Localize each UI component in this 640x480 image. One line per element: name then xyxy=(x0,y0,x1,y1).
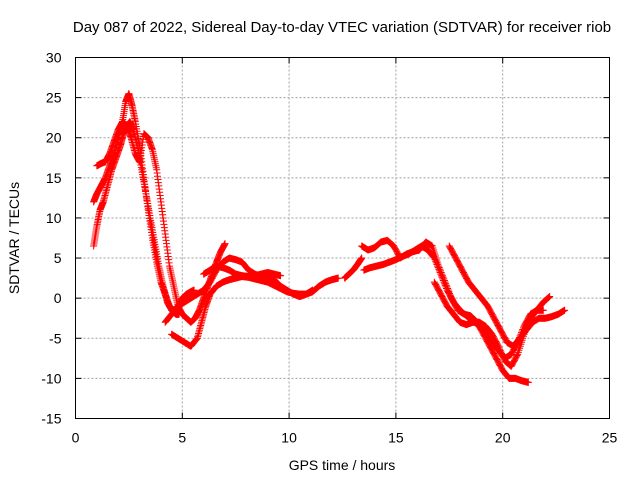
x-tick-label: 25 xyxy=(602,430,618,446)
data-point xyxy=(442,283,450,291)
plot-frame xyxy=(75,57,610,419)
data-point xyxy=(432,257,440,265)
data-point xyxy=(546,293,554,301)
x-tick-label: 20 xyxy=(495,430,511,446)
data-point xyxy=(439,277,447,285)
series-pass-7 xyxy=(341,254,366,282)
data-point xyxy=(523,324,531,332)
y-tick-label: 5 xyxy=(54,250,62,266)
data-point xyxy=(277,272,285,280)
y-tick-label: 25 xyxy=(46,90,62,106)
data-point xyxy=(432,259,440,267)
data-point xyxy=(523,322,531,330)
data-marks xyxy=(90,90,569,386)
data-point xyxy=(520,330,528,338)
data-point xyxy=(522,325,530,333)
x-tick-label: 0 xyxy=(72,430,80,446)
y-axis-ticks: -15 -10 -5 0 5 10 15 20 25 30 xyxy=(41,50,610,427)
data-point xyxy=(440,278,448,286)
y-tick-label: 10 xyxy=(46,210,62,226)
series-pass-5 xyxy=(161,254,317,326)
x-tick-label: 5 xyxy=(178,430,186,446)
x-axis-label: GPS time / hours xyxy=(289,457,396,473)
data-point xyxy=(513,352,521,360)
data-point xyxy=(441,280,449,288)
data-point xyxy=(221,240,229,248)
x-tick-label: 10 xyxy=(281,430,297,446)
data-point xyxy=(434,264,442,272)
data-point xyxy=(524,321,532,329)
x-tick-label: 15 xyxy=(388,430,404,446)
data-point xyxy=(494,342,502,350)
x-axis-ticks: 0 5 10 15 20 25 xyxy=(72,57,618,446)
y-tick-label: 30 xyxy=(46,50,62,66)
data-point xyxy=(561,306,569,314)
y-tick-label: 15 xyxy=(46,170,62,186)
data-point xyxy=(435,267,443,275)
chart-title: Day 087 of 2022, Sidereal Day-to-day VTE… xyxy=(73,19,611,36)
data-point xyxy=(334,274,342,282)
data-point xyxy=(358,254,366,262)
data-point xyxy=(499,352,507,360)
data-point xyxy=(190,286,198,294)
data-point xyxy=(544,294,552,302)
data-point xyxy=(437,270,445,278)
data-point xyxy=(498,351,506,359)
data-point xyxy=(525,317,533,325)
data-point xyxy=(431,256,439,264)
data-point xyxy=(436,268,444,276)
data-point xyxy=(496,347,504,355)
y-tick-label: -10 xyxy=(41,370,61,386)
series-pass-6 xyxy=(200,262,285,281)
data-point xyxy=(441,281,449,289)
y-tick-label: -5 xyxy=(49,330,62,346)
data-point xyxy=(433,260,441,268)
data-point xyxy=(545,293,553,301)
data-point xyxy=(496,345,504,353)
data-point xyxy=(498,350,506,358)
data-point xyxy=(439,275,447,283)
data-point xyxy=(435,265,443,273)
y-axis-label: SDTVAR / TECUs xyxy=(6,182,22,294)
data-point xyxy=(192,336,200,344)
data-point xyxy=(309,286,317,294)
data-point xyxy=(539,306,547,314)
data-point xyxy=(521,329,529,337)
data-point xyxy=(430,254,438,262)
y-tick-label: 0 xyxy=(54,290,62,306)
y-tick-label: 20 xyxy=(46,130,62,146)
data-point xyxy=(525,319,533,327)
data-point xyxy=(437,272,445,280)
y-tick-label: -15 xyxy=(41,411,61,427)
series-pass-11 xyxy=(430,278,554,370)
data-point xyxy=(524,378,532,386)
data-point xyxy=(521,327,529,335)
data-point xyxy=(438,273,446,281)
data-point xyxy=(434,262,442,270)
data-point xyxy=(497,348,505,356)
series-pass-2 xyxy=(90,90,198,314)
data-point xyxy=(495,344,503,352)
